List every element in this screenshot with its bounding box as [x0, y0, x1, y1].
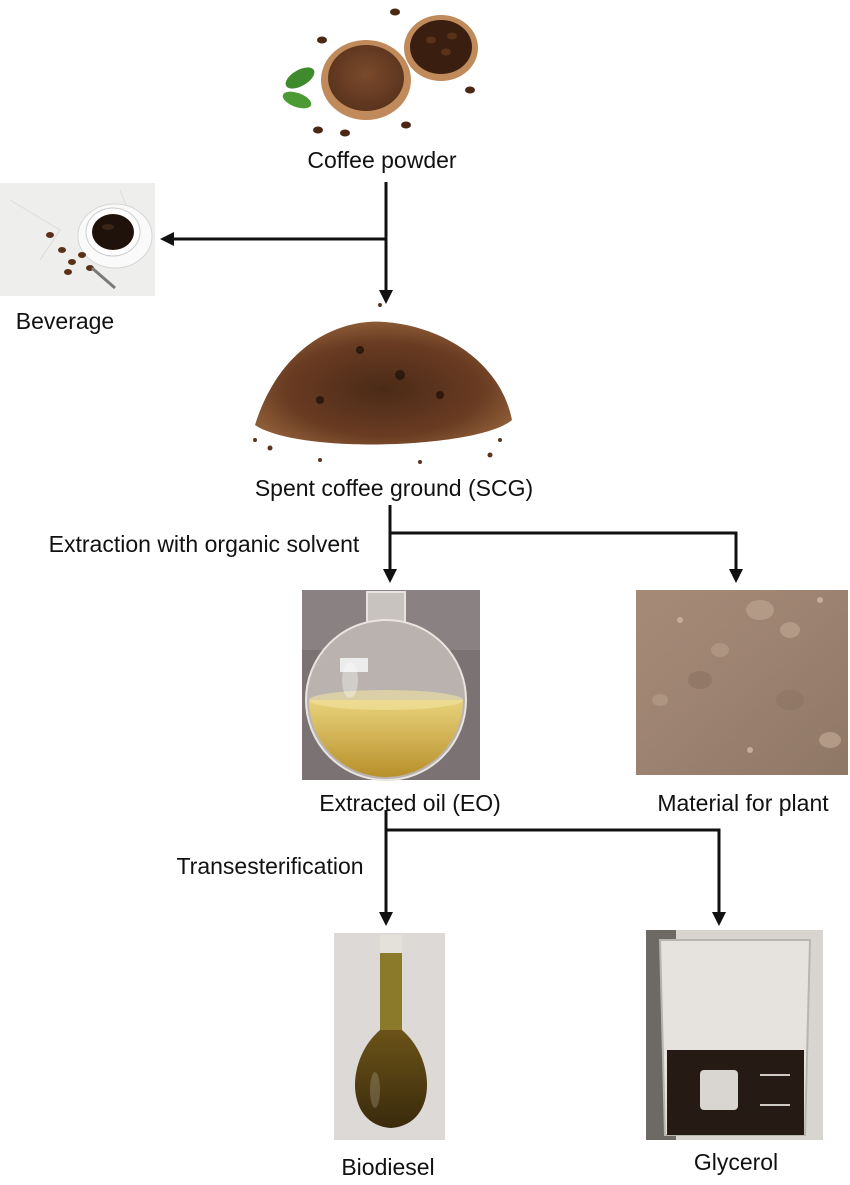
arrow-to-biodiesel [379, 912, 393, 926]
connector-to-material-for-plant [390, 531, 738, 571]
extracted-oil-label: Extracted oil (EO) [319, 790, 501, 816]
transesterification-step-label: Transesterification [176, 853, 363, 879]
arrow-to-glycerol [712, 912, 726, 926]
extraction-step-label: Extraction with organic solvent [49, 531, 360, 557]
spent-coffee-ground-image [245, 300, 515, 475]
glycerol-image [646, 930, 823, 1140]
material-for-plant-label: Material for plant [657, 790, 829, 816]
connector-to-glycerol [386, 828, 721, 914]
arrow-to-extracted-oil [383, 569, 397, 583]
material-for-plant-image [636, 590, 848, 775]
arrow-to-material-for-plant [729, 569, 743, 583]
beverage-label: Beverage [16, 308, 114, 334]
biodiesel-image [334, 933, 445, 1140]
glycerol-label: Glycerol [694, 1149, 778, 1175]
coffee-powder-image [282, 3, 479, 140]
spent-coffee-ground-label: Spent coffee ground (SCG) [255, 475, 533, 501]
coffee-powder-label: Coffee powder [307, 147, 457, 173]
beverage-image [0, 183, 155, 296]
arrow-to-beverage [160, 232, 174, 246]
extracted-oil-image [302, 590, 480, 781]
biodiesel-label: Biodiesel [341, 1154, 434, 1180]
arrow-to-scg [379, 290, 393, 304]
